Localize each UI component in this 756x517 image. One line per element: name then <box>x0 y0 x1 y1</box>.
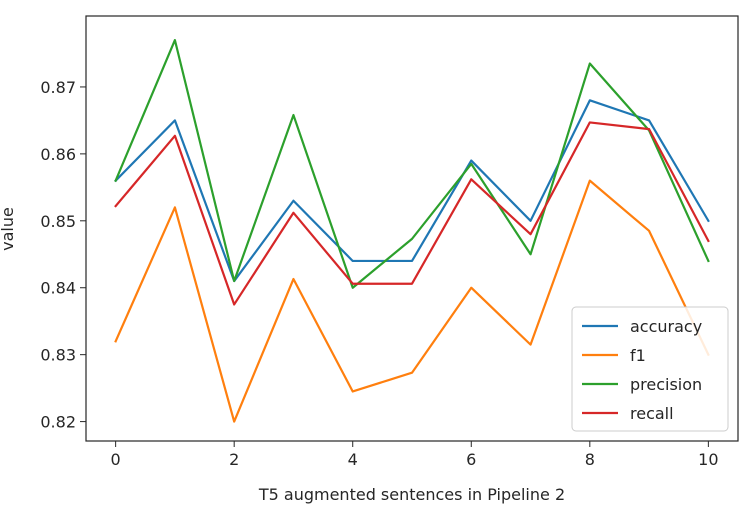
series-line-accuracy <box>114 99 710 283</box>
series-line-f1 <box>114 179 710 423</box>
y-tick-label: 0.83 <box>40 346 76 365</box>
y-tick-label: 0.85 <box>40 212 76 231</box>
x-tick-label: 2 <box>229 450 239 469</box>
series-line-precision <box>114 38 710 289</box>
legend-label-recall: recall <box>630 404 674 423</box>
x-axis-label: T5 augmented sentences in Pipeline 2 <box>258 485 565 504</box>
plot-frame <box>85 15 739 442</box>
y-tick-label: 0.84 <box>40 279 76 298</box>
series-line-recall <box>114 121 710 306</box>
x-tick-label: 0 <box>111 450 121 469</box>
legend-label-accuracy: accuracy <box>630 317 702 336</box>
x-tick-label: 6 <box>466 450 476 469</box>
x-tick-label: 10 <box>698 450 718 469</box>
legend: accuracy f1 precision recall <box>571 306 729 432</box>
x-tick-label: 8 <box>585 450 595 469</box>
legend-box <box>571 306 729 432</box>
legend-label-f1: f1 <box>630 346 646 365</box>
y-tick-label: 0.86 <box>40 145 76 164</box>
legend-label-precision: precision <box>630 375 702 394</box>
y-tick-label: 0.87 <box>40 78 76 97</box>
y-axis-label: value <box>0 207 17 251</box>
y-tick-label: 0.82 <box>40 413 76 432</box>
x-tick-label: 4 <box>348 450 358 469</box>
